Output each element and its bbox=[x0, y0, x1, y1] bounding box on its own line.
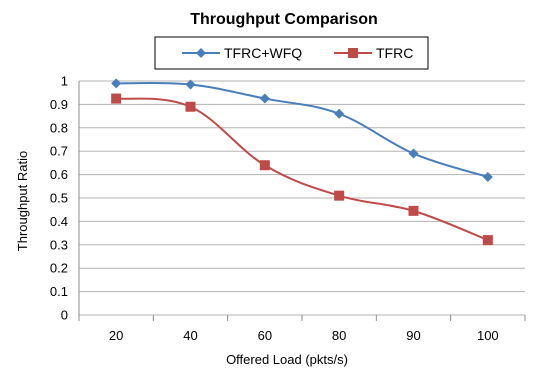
point-tfrc-wfq-5 bbox=[482, 171, 493, 182]
legend-marker-tfrc-wfq bbox=[196, 48, 206, 58]
data-series bbox=[111, 78, 493, 246]
y-axis-label: Throughput Ratio bbox=[15, 151, 30, 251]
legend-label-tfrc: TFRC bbox=[376, 45, 413, 61]
y-tick-label: 1 bbox=[61, 74, 68, 89]
y-tick-label: 0.3 bbox=[50, 237, 68, 252]
y-tick-label: 0.5 bbox=[50, 191, 68, 206]
point-tfrc-wfq-1 bbox=[185, 79, 196, 90]
y-tick-label: 0.6 bbox=[50, 167, 68, 182]
x-axis-tick-labels: 20 40 60 80 90 100 bbox=[109, 328, 499, 343]
y-axis-tick-labels: 0 0.1 0.2 0.3 0.4 0.5 0.6 0.7 0.8 0.9 1 bbox=[50, 74, 68, 323]
x-axis-ticks bbox=[78, 315, 526, 321]
y-tick-label: 0.9 bbox=[50, 97, 68, 112]
x-tick-label: 60 bbox=[258, 328, 272, 343]
point-tfrc-wfq-4 bbox=[408, 148, 419, 159]
gridlines bbox=[78, 80, 525, 316]
x-tick-label: 20 bbox=[109, 328, 123, 343]
chart-title: Throughput Comparison bbox=[190, 11, 378, 28]
point-tfrc-5 bbox=[482, 235, 493, 246]
series-line-tfrc-wfq bbox=[116, 81, 489, 178]
point-tfrc-3 bbox=[334, 190, 345, 201]
y-tick-label: 0.4 bbox=[50, 214, 68, 229]
point-tfrc-2 bbox=[259, 160, 270, 171]
legend-marker-tfrc bbox=[348, 48, 358, 58]
y-tick-label: 0.8 bbox=[50, 120, 68, 135]
y-tick-label: 0.7 bbox=[50, 144, 68, 159]
x-axis-label: Offered Load (pkts/s) bbox=[226, 352, 348, 367]
y-tick-label: 0 bbox=[61, 308, 68, 323]
point-tfrc-0 bbox=[111, 93, 122, 104]
point-tfrc-wfq-0 bbox=[111, 78, 122, 89]
x-tick-label: 80 bbox=[332, 328, 346, 343]
x-tick-label: 100 bbox=[477, 328, 499, 343]
point-tfrc-wfq-3 bbox=[334, 108, 345, 119]
y-tick-label: 0.1 bbox=[50, 284, 68, 299]
y-tick-label: 0.2 bbox=[50, 261, 68, 276]
point-tfrc-4 bbox=[408, 205, 419, 216]
series-line-tfrc bbox=[116, 97, 489, 242]
point-tfrc-1 bbox=[185, 101, 196, 112]
legend: TFRC+WFQ TFRC bbox=[154, 36, 429, 70]
point-tfrc-wfq-2 bbox=[259, 93, 270, 104]
x-tick-label: 90 bbox=[406, 328, 420, 343]
x-tick-label: 40 bbox=[183, 328, 197, 343]
legend-label-tfrc-wfq: TFRC+WFQ bbox=[224, 45, 302, 61]
